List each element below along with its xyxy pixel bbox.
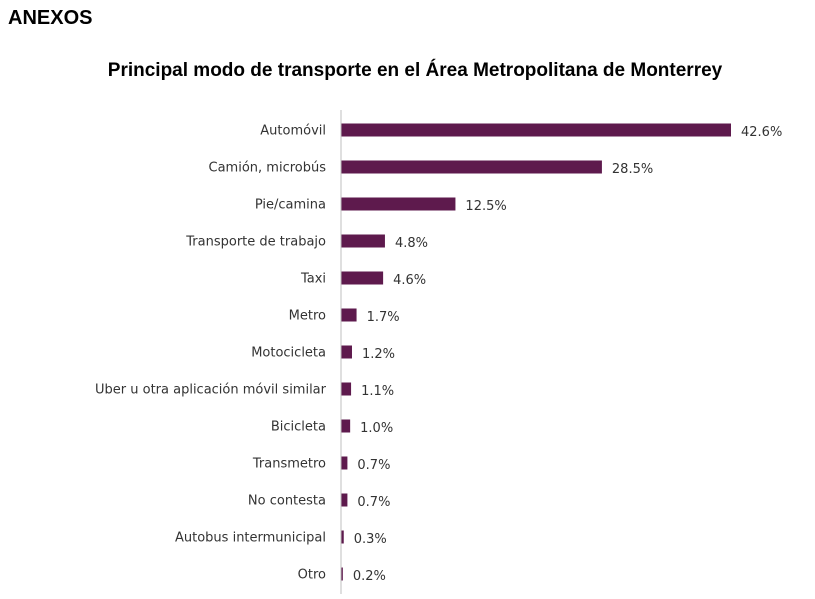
category-label: Automóvil xyxy=(260,124,326,139)
value-label: 0.2% xyxy=(353,569,386,584)
bar xyxy=(341,123,731,137)
category-label: Taxi xyxy=(300,272,326,287)
value-label: 0.3% xyxy=(354,532,387,547)
section-heading: ANEXOS xyxy=(8,7,93,29)
value-label: 0.7% xyxy=(357,458,390,473)
value-label: 1.0% xyxy=(360,421,393,436)
value-label: 42.6% xyxy=(741,125,782,140)
value-label: 1.2% xyxy=(362,347,395,362)
chart-title: Principal modo de transporte en el Área … xyxy=(107,60,723,81)
value-label: 28.5% xyxy=(612,162,653,177)
bars-layer: Automóvil 42.6% Camión, microbús 28.5% Pie/c… xyxy=(95,123,782,584)
bar xyxy=(341,530,344,544)
value-label: 1.1% xyxy=(361,384,394,399)
category-label: Pie/camina xyxy=(255,198,326,213)
category-label: Otro xyxy=(298,568,326,583)
bar xyxy=(341,567,343,581)
value-label: 0.7% xyxy=(357,495,390,510)
bar xyxy=(341,160,602,174)
value-label: 1.7% xyxy=(367,310,400,325)
category-label: Bicicleta xyxy=(271,420,326,435)
category-label: Transporte de trabajo xyxy=(185,235,326,250)
bar xyxy=(341,271,384,285)
value-label: 12.5% xyxy=(465,199,506,214)
bar xyxy=(341,308,357,322)
category-label: Camión, microbús xyxy=(209,161,327,176)
bar xyxy=(341,345,352,359)
category-label: No contesta xyxy=(248,494,326,509)
category-label: Metro xyxy=(289,309,326,324)
value-label: 4.8% xyxy=(395,236,428,251)
value-label: 4.6% xyxy=(393,273,426,288)
bar xyxy=(341,493,348,507)
bar xyxy=(341,456,348,470)
category-label: Motocicleta xyxy=(251,346,326,361)
category-label: Autobus intermunicipal xyxy=(175,531,326,546)
category-label: Transmetro xyxy=(252,457,326,472)
bar xyxy=(341,197,456,211)
bar xyxy=(341,234,385,248)
category-label: Uber u otra aplicación móvil similar xyxy=(95,383,327,398)
bar xyxy=(341,382,352,396)
bar xyxy=(341,419,351,433)
